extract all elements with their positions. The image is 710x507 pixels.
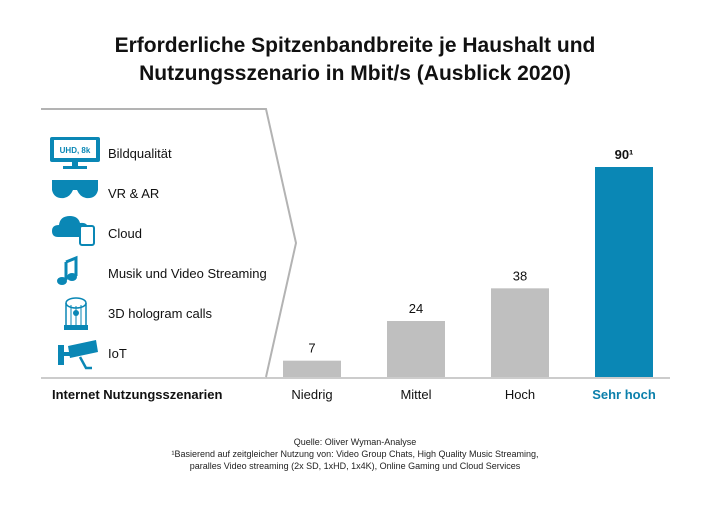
chart-title-line-1: Erforderliche Spitzenbandbreite je Haush…	[114, 34, 596, 57]
scenario-label-cloud: Cloud	[108, 226, 142, 241]
cloud-tablet-icon	[52, 216, 95, 246]
value-label-sehr-hoch: 90¹	[615, 147, 634, 162]
bars-group: 7 Niedrig 24 Mittel 38 Hoch 90¹ Sehr hoch	[283, 147, 656, 402]
bar-sehr-hoch	[595, 167, 653, 377]
scenario-label-hologram: 3D hologram calls	[108, 306, 213, 321]
security-camera-icon	[58, 340, 98, 370]
category-label-mittel: Mittel	[400, 387, 431, 402]
uhd-monitor-icon: UHD, 8k	[50, 137, 100, 169]
category-label-niedrig: Niedrig	[291, 387, 332, 402]
bar-niedrig	[283, 360, 341, 377]
category-label-sehr-hoch: Sehr hoch	[592, 387, 656, 402]
chart-title-line-2: Nutzungsszenario in Mbit/s (Ausblick 202…	[139, 62, 571, 85]
category-label-hoch: Hoch	[505, 387, 535, 402]
footnote-line-2: paralles Video streaming (2x SD, 1xHD, 1…	[189, 461, 521, 471]
svg-text:UHD, 8k: UHD, 8k	[60, 146, 91, 155]
hologram-icon	[64, 297, 88, 330]
scenario-label-vr-ar: VR & AR	[108, 186, 159, 201]
scenario-label-streaming: Musik und Video Streaming	[108, 266, 267, 281]
bar-mittel	[387, 321, 445, 377]
scenario-label-bildqualitaet: Bildqualität	[108, 146, 172, 161]
value-label-mittel: 24	[409, 301, 423, 316]
chart-title: Erforderliche Spitzenbandbreite je Haush…	[0, 32, 710, 88]
vr-glasses-icon	[52, 180, 98, 199]
scenario-label-iot: IoT	[108, 346, 127, 361]
source-note: Quelle: Oliver Wyman-Analyse	[293, 437, 417, 447]
footnote-line-1: ¹Basierend auf zeitgleicher Nutzung von:…	[171, 449, 539, 459]
music-note-icon	[57, 255, 78, 285]
value-label-hoch: 38	[513, 268, 527, 283]
scenario-panel-outline	[41, 108, 298, 378]
bar-hoch	[491, 288, 549, 377]
x-axis-title: Internet Nutzungsszenarien	[52, 387, 223, 402]
value-label-niedrig: 7	[308, 341, 315, 356]
footnote: Quelle: Oliver Wyman-Analyse ¹Basierend …	[0, 436, 710, 472]
